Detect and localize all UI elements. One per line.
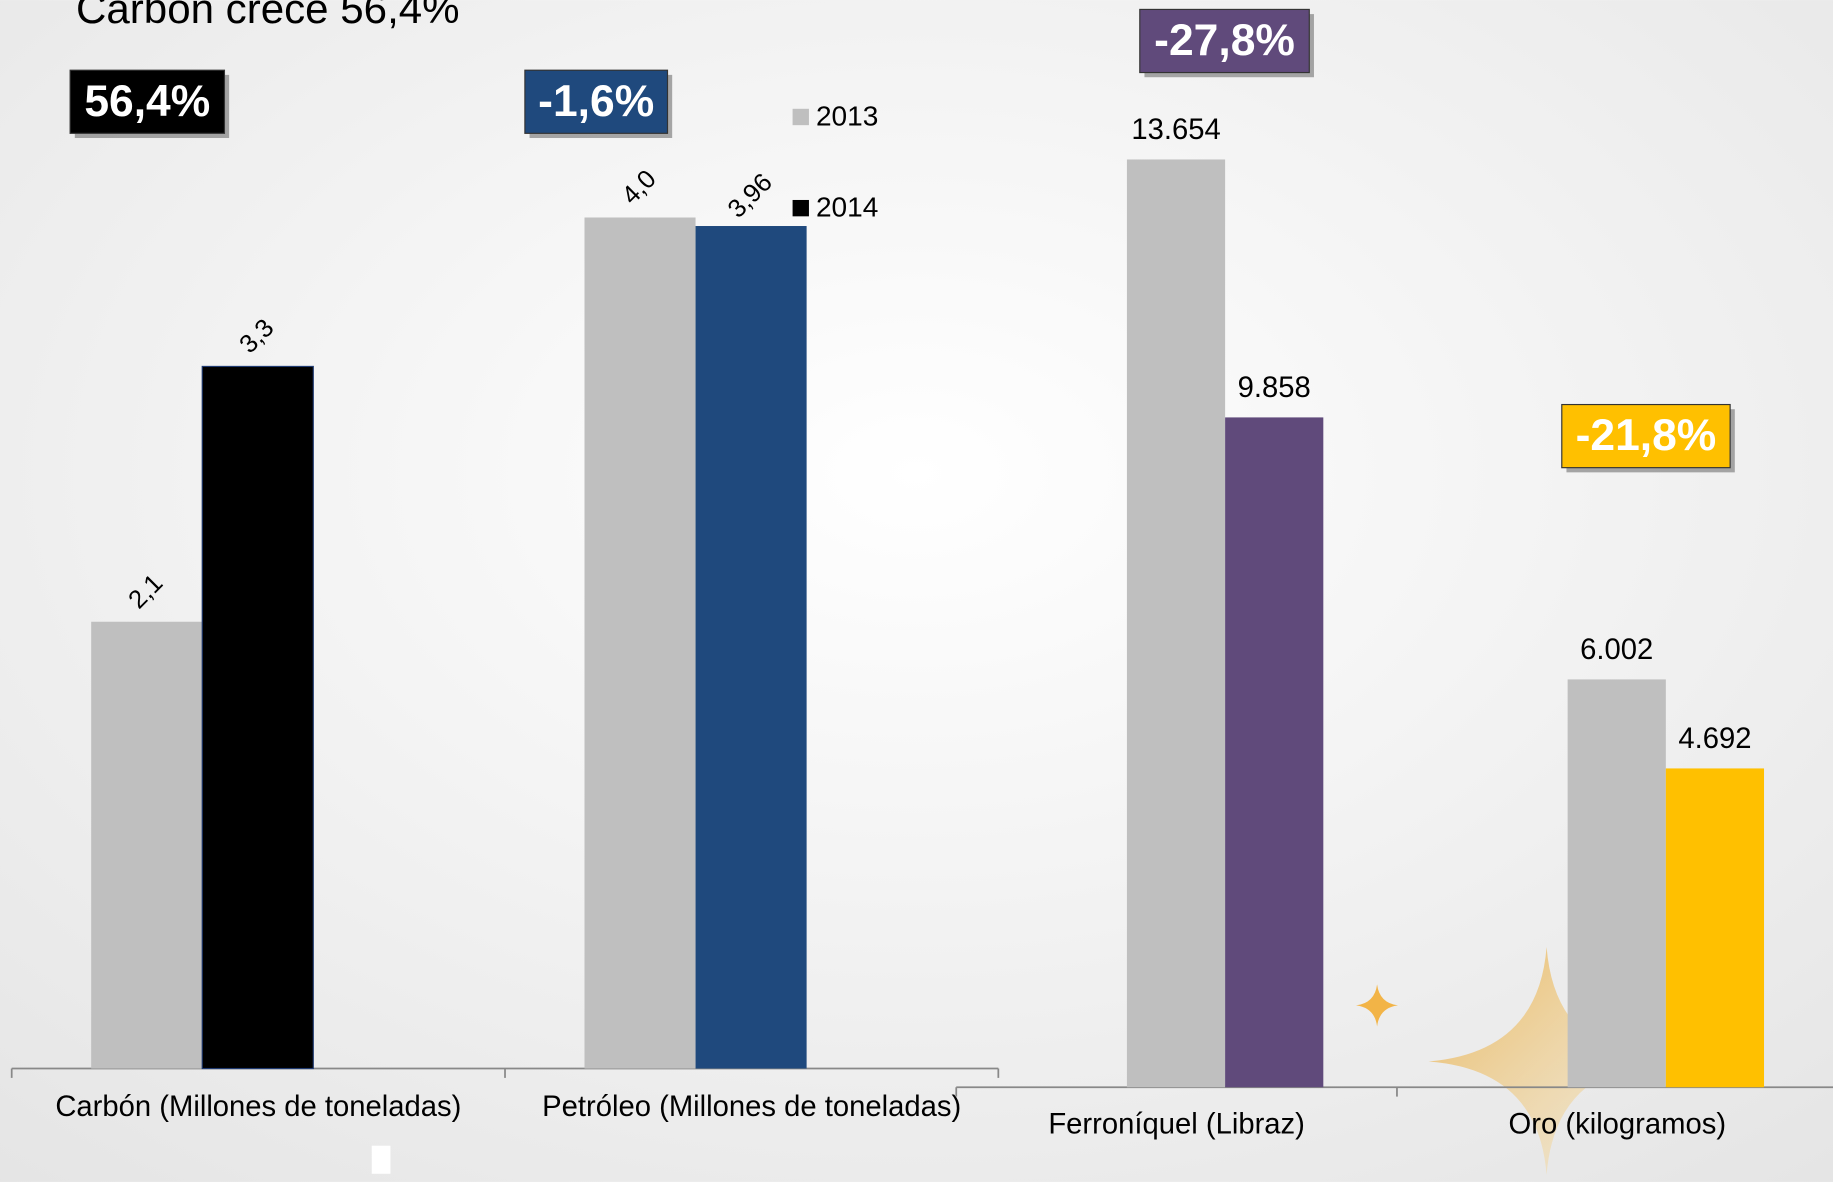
decor: [371, 1145, 391, 1174]
bar: [584, 217, 696, 1069]
value-label: 13.654: [1131, 114, 1220, 146]
badge-label: -21,8%: [1576, 411, 1717, 460]
decor-star: [1428, 946, 1660, 1175]
badge-label: -1,6%: [538, 77, 654, 126]
badge: [69, 69, 226, 134]
x-tick-label: Oro (kilogramos): [1509, 1109, 1727, 1141]
bar: [201, 365, 314, 1070]
bar: [1567, 679, 1666, 1088]
value-label: 4.692: [1678, 723, 1751, 755]
value-label: 9.858: [1238, 372, 1311, 404]
legend-swatch: [792, 108, 809, 126]
bar: [91, 621, 203, 1069]
x-tick-label: Petróleo (Millones de toneladas): [542, 1091, 961, 1123]
badge: [1139, 8, 1310, 74]
legend-swatch: [792, 199, 809, 217]
legend-label: 2014: [816, 192, 878, 223]
bar: [1126, 159, 1226, 1088]
x-tick-label: Ferroníquel (Libraz): [1048, 1109, 1305, 1141]
x-tick-label: Carbón (Millones de toneladas): [55, 1091, 461, 1123]
bar: [1225, 417, 1324, 1088]
value-label: 6.002: [1580, 634, 1653, 666]
bar: [695, 226, 807, 1069]
badge: [1561, 403, 1731, 469]
bar: [1665, 768, 1765, 1088]
title: Carbón crece 56,4%: [76, 0, 460, 32]
badge: [524, 69, 669, 134]
badge-label: 56,4%: [84, 77, 210, 126]
decor-star: [1356, 984, 1399, 1027]
legend-label: 2013: [816, 101, 878, 132]
badge-label: -27,8%: [1154, 16, 1295, 65]
